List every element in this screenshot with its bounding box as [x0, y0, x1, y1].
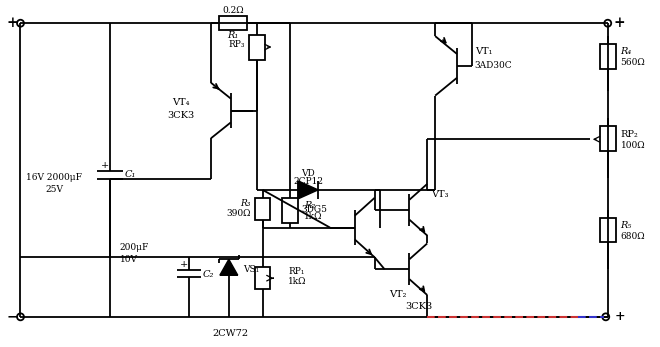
Text: 3AD30C: 3AD30C [475, 61, 512, 70]
Bar [255, 267, 271, 289]
Bar [600, 44, 616, 69]
Text: C₂: C₂ [203, 270, 214, 279]
Text: 3CK3: 3CK3 [406, 303, 433, 311]
Text: VD: VD [302, 169, 315, 178]
Text: 1kΩ: 1kΩ [288, 277, 307, 286]
Polygon shape [298, 181, 318, 199]
Text: 10V: 10V [119, 255, 138, 264]
Text: VT₄: VT₄ [172, 98, 190, 107]
Text: +: + [180, 260, 188, 269]
Bar [249, 35, 265, 60]
Text: 0.2Ω: 0.2Ω [222, 6, 244, 15]
Text: 680Ω: 680Ω [620, 232, 645, 241]
Polygon shape [220, 259, 238, 275]
Text: 3DG5: 3DG5 [301, 205, 327, 214]
Text: R₁: R₁ [227, 31, 238, 40]
Bar [255, 198, 271, 220]
Text: −: − [7, 310, 18, 324]
Text: 390Ω: 390Ω [226, 209, 251, 218]
Text: 100Ω: 100Ω [620, 141, 645, 150]
Text: +: + [101, 161, 109, 170]
Text: R₂: R₂ [304, 201, 315, 210]
Text: +: + [614, 16, 626, 30]
Text: 2CP12: 2CP12 [293, 177, 323, 186]
Text: +: + [614, 310, 625, 323]
Text: +: + [7, 16, 18, 30]
Text: R₃: R₃ [240, 199, 251, 208]
Text: RP₃: RP₃ [228, 40, 245, 49]
Text: R₅: R₅ [620, 221, 632, 230]
Text: RP₂: RP₂ [620, 130, 638, 139]
Text: 16V 2000μF: 16V 2000μF [26, 174, 82, 183]
Text: 200μF: 200μF [119, 243, 149, 252]
Text: VT₁: VT₁ [475, 48, 492, 57]
Text: 3CK3: 3CK3 [168, 111, 195, 120]
Text: R₄: R₄ [620, 48, 632, 57]
Bar [282, 198, 298, 223]
Text: RP₁: RP₁ [288, 267, 305, 276]
Bar [219, 16, 247, 30]
Text: 560Ω: 560Ω [620, 58, 645, 67]
Text: 1kΩ: 1kΩ [304, 212, 323, 221]
Text: 25V: 25V [46, 185, 63, 194]
Text: 2CW72: 2CW72 [213, 329, 249, 338]
Bar [600, 126, 616, 151]
Text: VT₃: VT₃ [431, 190, 449, 199]
Text: VT₂: VT₂ [389, 289, 407, 298]
Text: VS₁: VS₁ [243, 265, 259, 274]
Text: C₁: C₁ [125, 170, 136, 179]
Bar [600, 218, 616, 243]
